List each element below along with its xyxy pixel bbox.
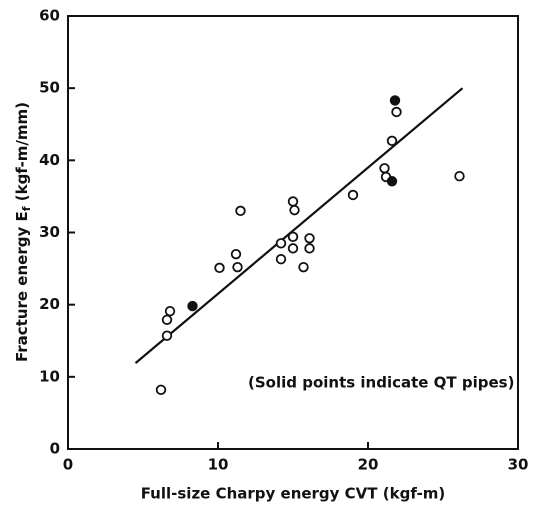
- point: [298, 261, 309, 273]
- x-tick-label: 0: [63, 456, 73, 474]
- point: [232, 261, 243, 273]
- y-label-sub: f: [20, 206, 33, 211]
- point: [379, 163, 390, 174]
- x-axis-label: Full-size Charpy energy CVT (kgf-m): [141, 485, 446, 503]
- point: [289, 204, 300, 216]
- point: [287, 243, 299, 254]
- point: [386, 176, 398, 187]
- point: [275, 238, 287, 249]
- x-tick-label: 20: [358, 456, 379, 474]
- point: [391, 106, 402, 118]
- point: [287, 231, 299, 243]
- point: [161, 330, 173, 341]
- point: [287, 196, 299, 207]
- point: [155, 384, 167, 396]
- fit-line: [134, 87, 464, 364]
- point: [275, 254, 287, 265]
- point: [235, 205, 246, 217]
- y-tick-label: 60: [39, 7, 60, 25]
- point: [347, 189, 359, 201]
- point: [386, 135, 398, 147]
- point: [187, 300, 198, 312]
- y-label-main: Fracture energy E: [13, 211, 31, 362]
- y-tick-label: 30: [39, 223, 60, 241]
- x-tick-label: 10: [208, 456, 229, 474]
- y-axis-label: Fracture energy Ef (kgf-m/mm): [13, 102, 34, 362]
- y-tick-label: 40: [39, 151, 60, 169]
- point: [230, 248, 242, 260]
- point: [389, 95, 401, 106]
- y-tick-label: 20: [39, 295, 60, 313]
- y-tick-label: 0: [50, 440, 60, 458]
- point: [161, 314, 173, 326]
- point: [214, 262, 225, 274]
- annotation: (Solid points indicate QT pipes): [248, 374, 514, 392]
- point: [164, 305, 176, 317]
- point: [454, 171, 465, 182]
- y-label-unit: (kgf-m/mm): [13, 102, 31, 207]
- y-tick-label: 10: [39, 367, 60, 385]
- y-tick-label: 50: [39, 79, 60, 97]
- x-tick-label: 30: [508, 456, 529, 474]
- point: [304, 243, 315, 254]
- point: [304, 233, 315, 244]
